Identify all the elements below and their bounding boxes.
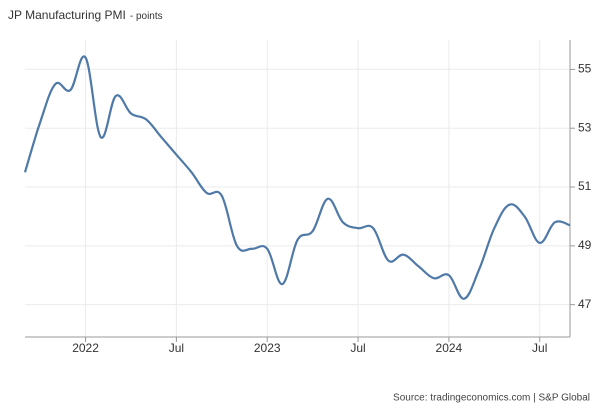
x-tick-label: Jul xyxy=(350,341,365,355)
subtitle: - points xyxy=(130,11,163,22)
x-tick-label: 2024 xyxy=(436,341,463,355)
x-tick-label: Jul xyxy=(532,341,547,355)
x-tick-label: 2022 xyxy=(72,341,99,355)
chart-title: JP Manufacturing PMI - points xyxy=(8,8,163,22)
y-tick-label: 47 xyxy=(578,297,592,311)
y-tick-label: 49 xyxy=(578,238,592,252)
x-tick-label: Jul xyxy=(169,341,184,355)
y-tick-label: 53 xyxy=(578,120,592,134)
title: JP Manufacturing PMI xyxy=(8,8,126,22)
line xyxy=(23,55,571,300)
x-tick-label: 2023 xyxy=(254,341,281,355)
y-tick-label: 55 xyxy=(578,62,592,76)
source: Source: tradingeconomics.com | S&P Globa… xyxy=(393,393,590,404)
y-tick-label: 51 xyxy=(578,179,592,193)
